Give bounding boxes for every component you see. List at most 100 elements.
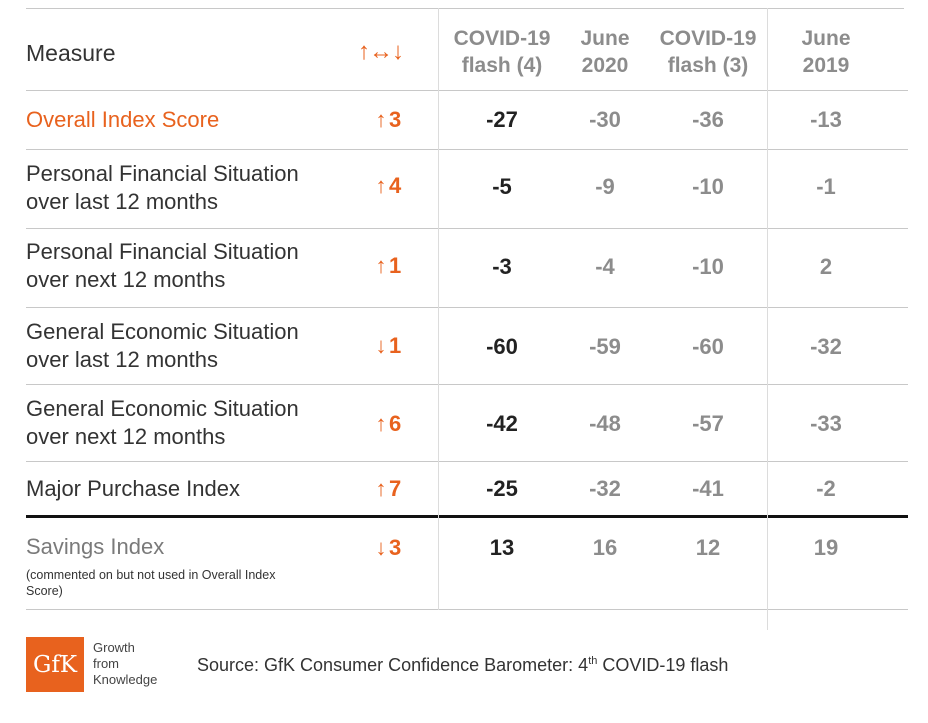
savings-note: (commented on but not used in Overall In… (26, 568, 276, 598)
row-label-line: over next 12 months (26, 424, 226, 449)
value-cell: -48 (589, 411, 621, 436)
row-label-major-purchase: Major Purchase Index (26, 475, 240, 503)
row-divider (26, 384, 908, 385)
change-value: 7 (389, 476, 402, 501)
value-cell: 19 (813, 535, 839, 560)
row-label-line: Personal Financial Situation (26, 239, 299, 264)
source-note: Source: GfK Consumer Confidence Baromete… (197, 655, 728, 676)
row-label-pfs-last: Personal Financial Situation over last 1… (26, 160, 299, 216)
row-divider (26, 307, 908, 308)
header-covid-flash-4: COVID-19 flash (4) (438, 25, 566, 79)
source-text: COVID-19 flash (597, 655, 729, 675)
value-cell: -57 (692, 411, 724, 436)
arrow-down-icon: ↓ (375, 535, 387, 560)
change-value: 4 (389, 173, 402, 198)
value-cell: -41 (692, 476, 724, 501)
value-cell: -60 (486, 334, 518, 359)
row-label-line: Overall Index Score (26, 107, 220, 132)
tagline-line: Growth (93, 640, 135, 655)
table-bottom-rule (26, 609, 908, 610)
row-label-pfs-next: Personal Financial Situation over next 1… (26, 238, 299, 294)
source-text: Source: GfK Consumer Confidence Baromete… (197, 655, 589, 675)
row-label-line: General Economic Situation (26, 319, 299, 344)
value-cell: -10 (692, 174, 724, 199)
header-june-2020: June 2020 (555, 25, 655, 79)
savings-divider (26, 515, 908, 518)
change-value: 1 (389, 333, 402, 358)
change-ges-next: ↑ 6 (373, 411, 433, 437)
source-superscript: th (588, 655, 598, 667)
row-label-line: Major Purchase Index (26, 476, 240, 501)
change-major-purchase: ↑ 7 (373, 476, 433, 502)
row-label-line: over next 12 months (26, 267, 226, 292)
row-label-savings-index: Savings Index (26, 533, 164, 561)
change-pfs-last: ↑ 4 (373, 173, 433, 199)
row-divider (26, 149, 908, 150)
change-overall-index: ↑ 3 (373, 107, 433, 133)
tagline-line: from (93, 656, 119, 671)
value-cell: -33 (810, 411, 842, 436)
value-cell: -1 (816, 174, 836, 199)
arrow-up-icon: ↑ (375, 107, 387, 132)
tagline-line: Knowledge (93, 672, 158, 687)
arrow-up-icon: ↑ (375, 253, 387, 278)
header-measure: Measure (26, 40, 116, 66)
row-label-line: General Economic Situation (26, 396, 299, 421)
row-label-line: Personal Financial Situation (26, 161, 299, 186)
row-label-overall-index: Overall Index Score (26, 106, 219, 134)
value-cell: 13 (489, 535, 515, 560)
change-value: 1 (389, 253, 402, 278)
gfk-logo: GfK (26, 637, 84, 692)
arrow-down-icon: ↓ (375, 333, 387, 358)
table-top-rule (26, 8, 904, 9)
row-divider (26, 461, 908, 462)
change-ges-last: ↓ 1 (373, 333, 433, 359)
change-savings-index: ↓ 3 (373, 535, 433, 561)
value-cell: -32 (810, 334, 842, 359)
arrow-up-icon: ↑ (375, 476, 387, 501)
value-cell: -27 (486, 107, 518, 132)
row-label-ges-last: General Economic Situation over last 12 … (26, 318, 299, 374)
value-cell: 12 (695, 535, 721, 560)
value-cell: -4 (595, 254, 615, 279)
value-cell: -10 (692, 254, 724, 279)
row-divider (26, 90, 908, 91)
header-change-arrows: ↑↔↓ (358, 38, 404, 65)
value-cell: -5 (492, 174, 512, 199)
header-line: June (801, 27, 851, 50)
header-line: COVID-19 (659, 27, 757, 50)
value-cell: -13 (810, 107, 842, 132)
arrow-up-icon: ↑ (375, 173, 387, 198)
header-june-2019: June 2019 (776, 25, 876, 79)
value-cell: -36 (692, 107, 724, 132)
row-label-line: over last 12 months (26, 347, 218, 372)
value-cell: -59 (589, 334, 621, 359)
value-cell: -3 (492, 254, 512, 279)
logo-tagline: Growth from Knowledge (93, 640, 157, 688)
value-cell: -9 (595, 174, 615, 199)
change-value: 3 (389, 535, 402, 560)
header-line: 2019 (802, 54, 850, 77)
row-label-line: Savings Index (26, 534, 165, 559)
value-cell: -60 (692, 334, 724, 359)
change-pfs-next: ↑ 1 (373, 253, 433, 279)
value-cell: 16 (592, 535, 618, 560)
header-line: June (580, 27, 630, 50)
header-line: 2020 (581, 54, 629, 77)
value-cell: 2 (819, 254, 833, 279)
column-divider (767, 8, 768, 630)
row-label-ges-next: General Economic Situation over next 12 … (26, 395, 299, 451)
row-divider (26, 228, 908, 229)
value-cell: -2 (816, 476, 836, 501)
value-cell: -30 (589, 107, 621, 132)
header-covid-flash-3: COVID-19 flash (3) (648, 25, 768, 79)
value-cell: -42 (486, 411, 518, 436)
arrow-up-icon: ↑ (375, 411, 387, 436)
header-line: flash (4) (461, 54, 543, 77)
change-value: 3 (389, 107, 402, 132)
change-value: 6 (389, 411, 402, 436)
column-divider (438, 8, 439, 610)
value-cell: -32 (589, 476, 621, 501)
row-label-line: over last 12 months (26, 189, 218, 214)
